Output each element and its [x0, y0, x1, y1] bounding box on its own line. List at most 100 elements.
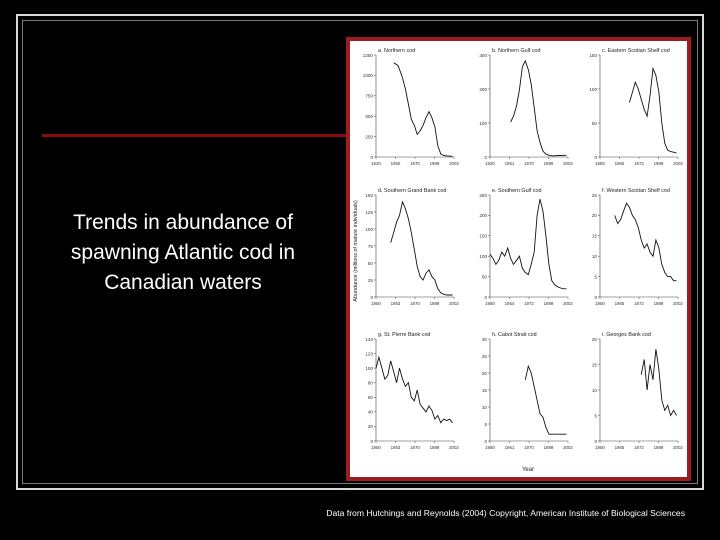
x-tick-label: 1972 — [524, 301, 534, 306]
x-tick-label: 1989 — [544, 161, 554, 166]
y-tick-label: 100 — [365, 366, 373, 371]
x-tick-label: 1950 — [485, 445, 495, 450]
figure-y-axis-label: Abundance (millions of mature individual… — [353, 200, 359, 301]
x-tick-label: 1989 — [430, 301, 440, 306]
x-tick-label: 2002 — [563, 445, 573, 450]
y-tick-label: 140 — [365, 337, 373, 342]
y-tick-label: 20 — [592, 213, 598, 218]
series-line — [390, 200, 453, 296]
y-tick-label: 10 — [482, 405, 488, 410]
y-tick-label: 50 — [482, 274, 488, 279]
y-tick-label: 30 — [482, 337, 488, 342]
x-tick-label: 1950 — [485, 301, 495, 306]
y-tick-label: 15 — [482, 388, 488, 393]
y-tick-label: 25 — [592, 193, 598, 198]
y-tick-label: 1000 — [363, 73, 374, 78]
y-tick-label: 20 — [368, 424, 374, 429]
x-tick-label: 1972 — [634, 445, 644, 450]
series-line — [640, 349, 677, 417]
x-tick-label: 1970 — [410, 301, 420, 306]
x-tick-label: 1989 — [654, 161, 664, 166]
panel-title: i. Georges Bank cod — [602, 332, 651, 338]
y-tick-label: 60 — [368, 395, 374, 400]
x-tick-label: 1954 — [505, 301, 515, 306]
x-tick-label: 1953 — [391, 445, 401, 450]
x-tick-label: 1972 — [634, 161, 644, 166]
y-tick-label: 40 — [368, 410, 374, 415]
y-tick-label: 0 — [484, 295, 487, 300]
x-tick-label: 1965 — [615, 445, 625, 450]
x-tick-label: 2002 — [673, 161, 683, 166]
x-tick-label: 1920 — [371, 161, 381, 166]
panel-title: d. Southern Grand Bank cod — [378, 188, 446, 194]
x-tick-label: 1961 — [505, 445, 515, 450]
panel-title: g. St. Pierre Bank cod — [378, 332, 430, 338]
y-tick-label: 0 — [370, 155, 373, 160]
y-tick-label: 1250 — [363, 53, 374, 58]
title-divider — [42, 134, 348, 137]
x-tick-label: 2002 — [449, 301, 459, 306]
y-tick-label: 250 — [479, 193, 487, 198]
y-tick-label: 100 — [589, 87, 597, 92]
y-tick-label: 200 — [479, 87, 487, 92]
y-tick-label: 5 — [594, 413, 597, 418]
y-tick-label: 150 — [589, 53, 597, 58]
x-tick-label: 1972 — [634, 301, 644, 306]
series-line — [614, 202, 677, 282]
x-tick-label: 1989 — [654, 445, 664, 450]
figure-x-axis-label: Year — [522, 467, 534, 473]
y-tick-label: 100 — [479, 121, 487, 126]
panel-title: f. Western Scotian Shelf cod — [602, 188, 670, 194]
panel-title: a. Northern cod — [378, 48, 415, 54]
x-tick-label: 1989 — [430, 445, 440, 450]
y-tick-label: 0 — [484, 439, 487, 444]
y-tick-label: 150 — [365, 193, 373, 198]
series-line — [628, 66, 677, 154]
series-line — [510, 59, 567, 157]
y-tick-label: 250 — [365, 134, 373, 139]
y-tick-label: 500 — [365, 114, 373, 119]
x-tick-label: 1950 — [371, 301, 381, 306]
y-tick-label: 80 — [368, 381, 374, 386]
y-tick-label: 0 — [484, 155, 487, 160]
y-tick-label: 0 — [594, 439, 597, 444]
y-tick-label: 300 — [479, 53, 487, 58]
x-tick-label: 2002 — [449, 445, 459, 450]
panel-title: e. Southern Gulf cod — [492, 188, 541, 194]
y-tick-label: 25 — [482, 354, 488, 359]
x-tick-label: 1953 — [391, 301, 401, 306]
x-tick-label: 2002 — [563, 301, 573, 306]
x-tick-label: 1989 — [654, 301, 664, 306]
y-tick-label: 750 — [365, 94, 373, 99]
data-credit: Data from Hutchings and Reynolds (2004) … — [326, 508, 685, 518]
x-tick-label: 1970 — [410, 161, 420, 166]
y-tick-label: 150 — [479, 234, 487, 239]
y-tick-label: 100 — [365, 227, 373, 232]
slide-inner-frame — [22, 20, 698, 484]
x-tick-label: 1970 — [410, 445, 420, 450]
x-tick-label: 1989 — [430, 161, 440, 166]
y-tick-label: 0 — [370, 295, 373, 300]
y-tick-label: 20 — [592, 337, 598, 342]
y-tick-label: 5 — [594, 274, 597, 279]
y-tick-label: 15 — [592, 362, 598, 367]
x-tick-label: 1950 — [391, 161, 401, 166]
x-tick-label: 1970 — [524, 161, 534, 166]
y-tick-label: 50 — [592, 121, 598, 126]
x-tick-label: 2002 — [673, 301, 683, 306]
y-tick-label: 200 — [479, 213, 487, 218]
x-tick-label: 1989 — [544, 301, 554, 306]
y-tick-label: 0 — [370, 439, 373, 444]
x-tick-label: 1950 — [371, 445, 381, 450]
x-tick-label: 1920 — [485, 161, 495, 166]
x-tick-label: 1965 — [615, 301, 625, 306]
y-tick-label: 120 — [365, 351, 373, 356]
panel-title: h. Cabot Strait cod — [492, 332, 537, 338]
slide-frame — [16, 14, 704, 490]
y-tick-label: 0 — [594, 155, 597, 160]
y-tick-label: 0 — [594, 295, 597, 300]
x-tick-label: 1951 — [505, 161, 515, 166]
x-tick-label: 1950 — [595, 301, 605, 306]
y-tick-label: 100 — [479, 254, 487, 259]
